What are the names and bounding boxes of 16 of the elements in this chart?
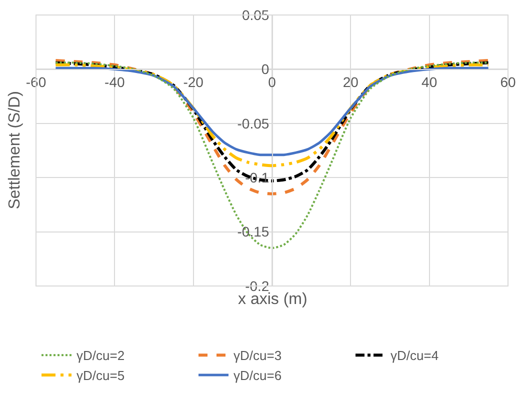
x-tick-label: 20 — [342, 74, 359, 90]
legend-label: γD/cu=3 — [234, 348, 282, 364]
x-tick-label: -40 — [104, 74, 125, 90]
x-tick-label: 40 — [422, 74, 438, 90]
y-tick-label: -0.05 — [237, 115, 270, 132]
line-series — [54, 62, 490, 250]
x-tick-label: 60 — [500, 74, 516, 90]
legend-label: γD/cu=5 — [76, 368, 125, 384]
y-axis-title: Settlement (S/D) — [6, 90, 24, 210]
legend-label: γD/cu=6 — [234, 368, 282, 384]
y-tick-label: 0 — [261, 61, 270, 78]
legend-label: γD/cu=2 — [76, 348, 125, 364]
legend-label: γD/cu=4 — [390, 348, 439, 364]
x-axis-title: x axis (m) — [238, 291, 308, 308]
x-tick-label: -20 — [183, 74, 204, 90]
y-tick-label: -0.15 — [237, 224, 270, 240]
